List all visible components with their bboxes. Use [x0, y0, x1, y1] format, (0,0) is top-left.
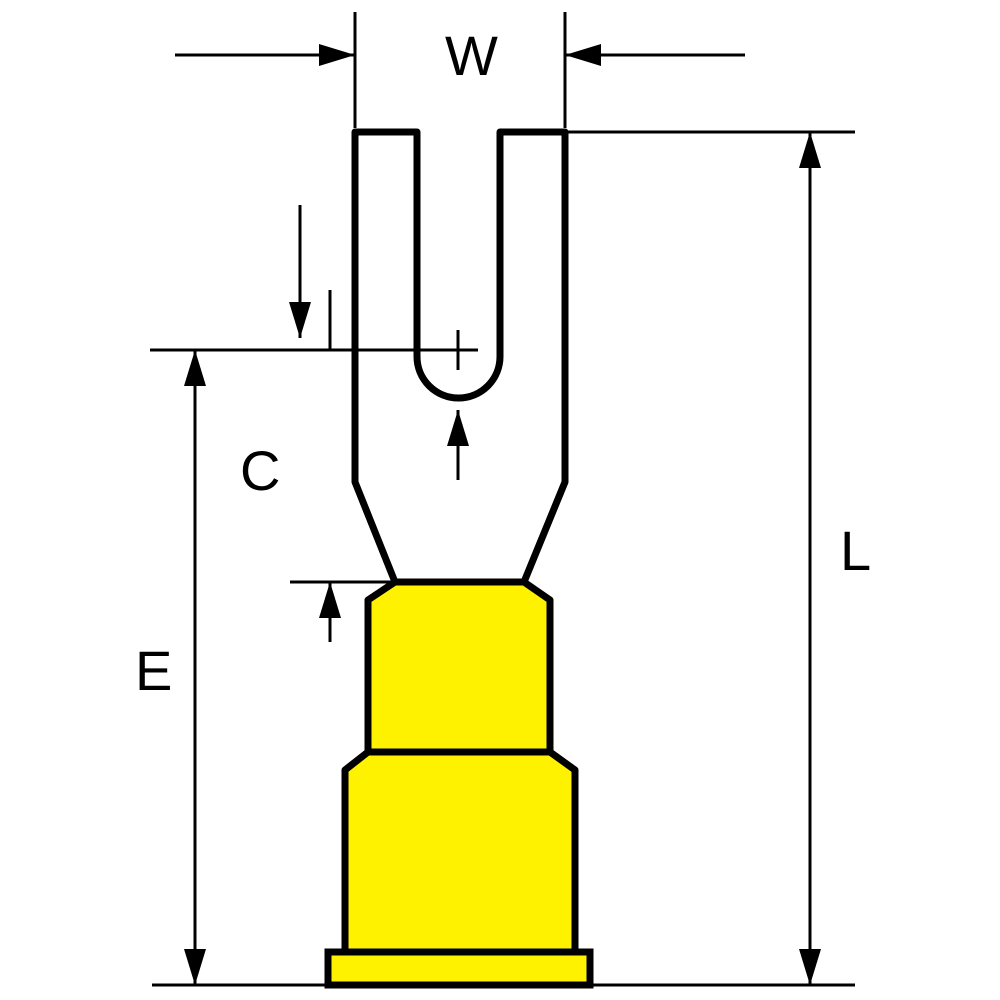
fork-outline [355, 132, 565, 582]
terminal-dimension-diagram: W L E C [0, 0, 1000, 1000]
dim-label-e: E [135, 639, 172, 702]
dim-label-c: C [240, 439, 280, 502]
dim-label-w: W [445, 24, 498, 87]
dim-label-l: L [840, 519, 871, 582]
